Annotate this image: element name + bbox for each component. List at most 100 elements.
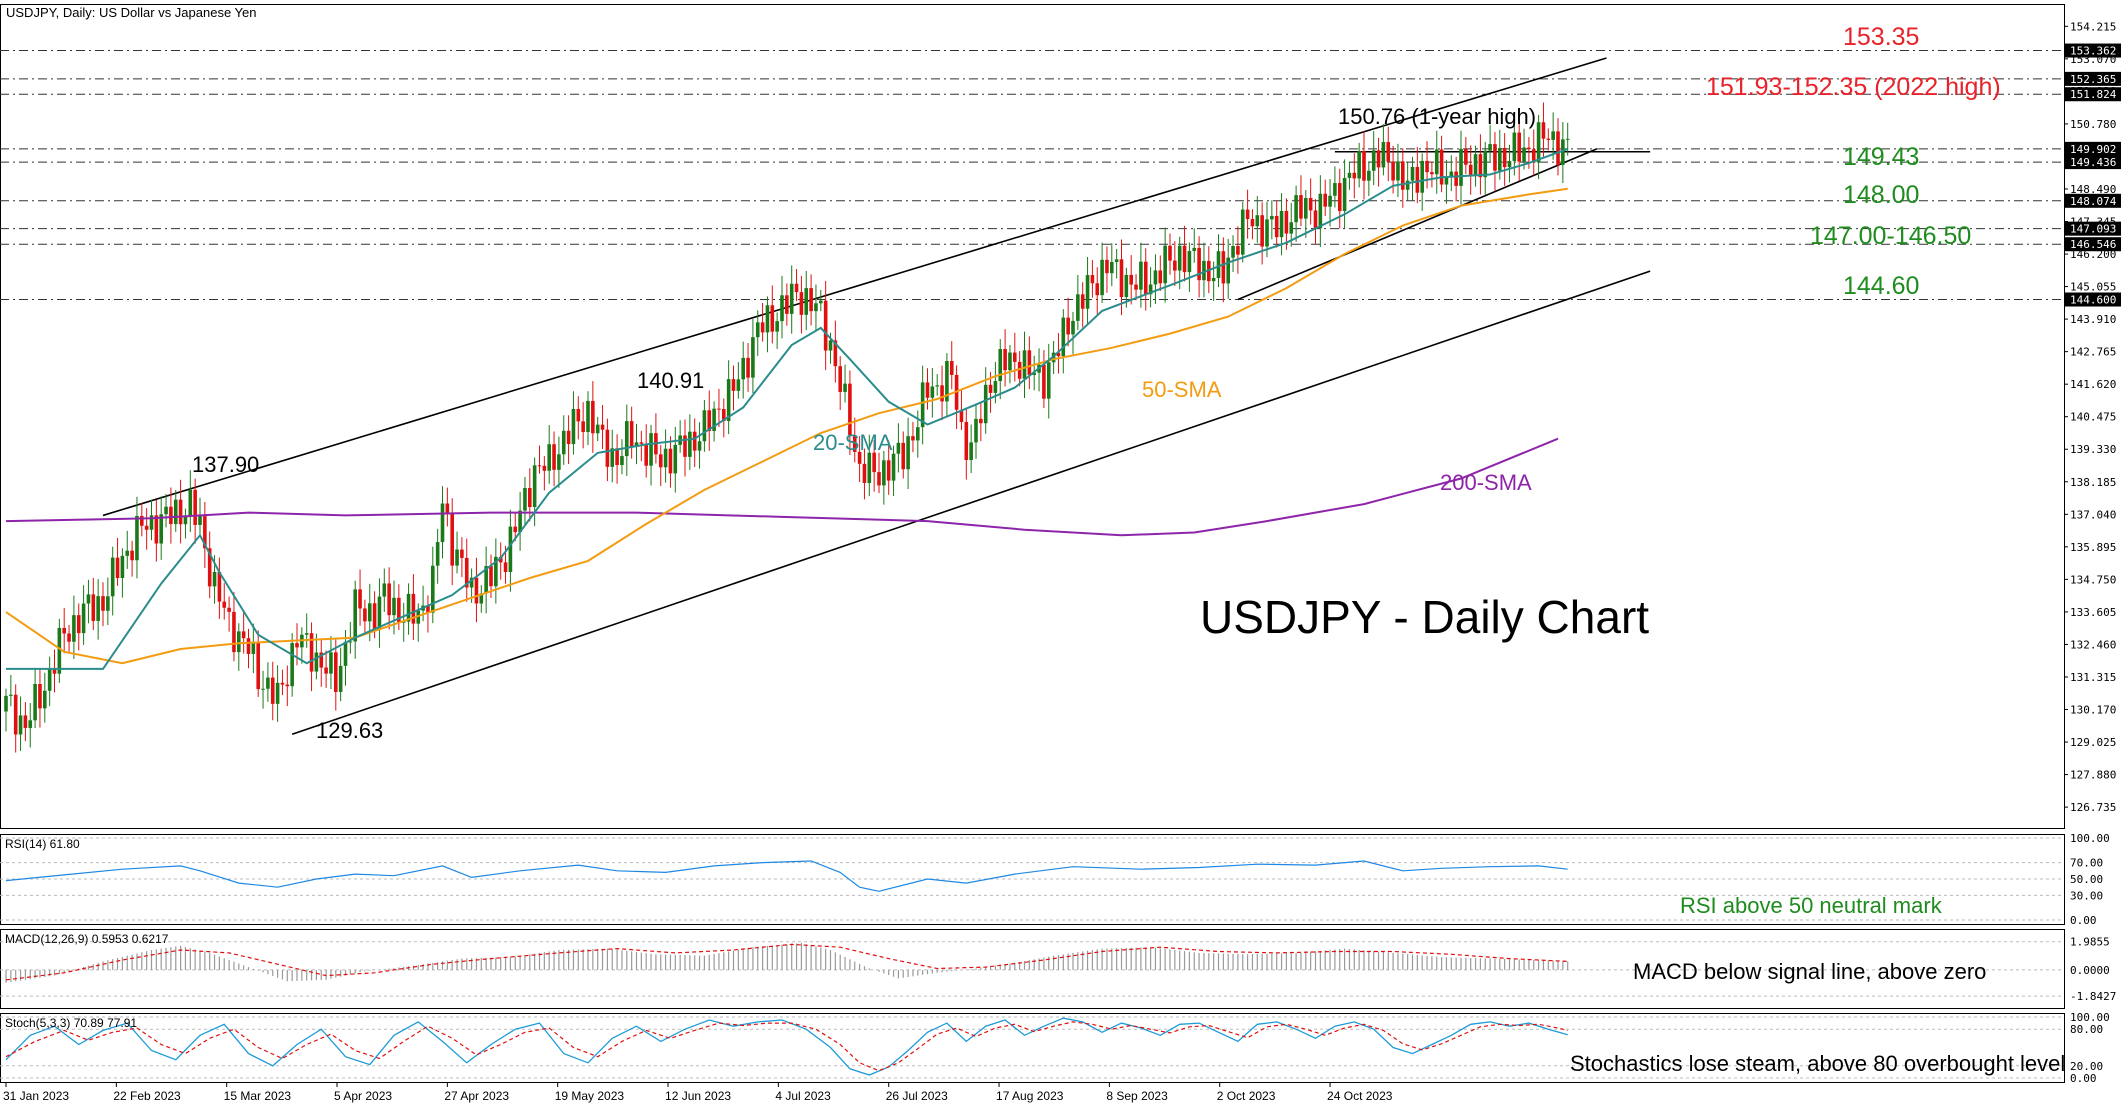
candle-body (353, 589, 357, 642)
horizontal-levels (0, 50, 2064, 301)
sma20-line (6, 147, 1569, 670)
candle-body (1226, 257, 1230, 284)
candle-body (964, 422, 969, 460)
candle-body (896, 442, 901, 454)
candle-body (809, 288, 813, 312)
candle-body (1221, 251, 1226, 284)
price-tick-label: 140.475 (2070, 411, 2116, 424)
candle-body (566, 430, 571, 445)
candle-body (464, 557, 469, 588)
annotation-140-91: 140.91 (637, 368, 704, 393)
candle-body (508, 526, 513, 572)
candle-body (1182, 245, 1187, 273)
candle-body (537, 465, 542, 467)
candle-body (1376, 150, 1381, 168)
candle-body (911, 436, 915, 441)
candle-body (169, 506, 173, 525)
candle-body (1430, 172, 1434, 175)
panel-frame-2 (0, 929, 2065, 1009)
candle-body (144, 525, 149, 530)
candle-body (794, 283, 799, 293)
candle-body (120, 555, 125, 579)
candle-body (935, 385, 939, 387)
level-tag-box (2065, 292, 2121, 307)
candle-body (1100, 259, 1104, 296)
rsi-label: RSI(14) 61.80 (5, 837, 80, 851)
level-label-144-60: 144.60 (1843, 272, 1919, 300)
candle-body (1017, 361, 1022, 379)
candle-body (450, 513, 454, 566)
candle-body (576, 408, 581, 422)
candle-body (1347, 172, 1352, 178)
level-label-149-43: 149.43 (1843, 143, 1919, 171)
candle-body (1541, 122, 1546, 139)
candle-body (542, 465, 547, 471)
level-tag-box (2065, 87, 2121, 102)
candle-body (581, 421, 585, 433)
candle-body (1046, 362, 1051, 399)
annotation-137-90: 137.90 (192, 452, 259, 477)
candle-body (1008, 352, 1012, 371)
date-tick-label: 19 May 2023 (555, 1089, 625, 1103)
candle-body (222, 601, 227, 608)
candle-body (528, 487, 532, 508)
candle-body (983, 384, 988, 424)
candle-body (474, 577, 479, 604)
candle-body (469, 577, 474, 588)
candle-body (1022, 350, 1027, 379)
stoch-tick-label: 80.00 (2070, 1023, 2103, 1036)
candle-body (1313, 210, 1318, 229)
price-tick-label: 141.620 (2070, 378, 2116, 391)
level-tag-box (2065, 237, 2121, 252)
candle-body (1231, 246, 1235, 258)
candle-body (324, 667, 328, 674)
candle-body (193, 489, 197, 525)
stoch-tick-label: 20.00 (2070, 1060, 2103, 1073)
candle-body (1551, 131, 1555, 140)
candle-body (649, 433, 653, 466)
candle-body (1042, 364, 1046, 399)
stoch-k-line (5, 1017, 1568, 1076)
candle-body (115, 557, 120, 579)
candle-body (460, 549, 464, 558)
candle-body (1396, 161, 1400, 181)
candle-body (106, 596, 110, 611)
candle-body (930, 386, 935, 398)
candle-body (1270, 215, 1274, 220)
candle-body (979, 418, 983, 424)
candle-body (1114, 259, 1119, 263)
candle-body (571, 408, 576, 445)
candle-body (993, 381, 998, 393)
candle-body (547, 444, 551, 471)
macd-tick-label: 0.0000 (2070, 964, 2110, 977)
candle-body (518, 510, 522, 533)
candle-body (697, 441, 702, 451)
candle-body (988, 384, 993, 393)
candle-body (731, 379, 736, 391)
candle-body (1333, 183, 1337, 196)
level-tag-box (2065, 71, 2121, 86)
candle-body (819, 300, 823, 304)
candle-body (280, 682, 285, 685)
candle-body (1308, 198, 1313, 211)
candle-body (1546, 138, 1551, 140)
candle-body (314, 652, 319, 672)
level-tag-box (2065, 221, 2121, 236)
candle-body (72, 615, 76, 642)
candle-body (644, 443, 648, 466)
candle-body (1274, 215, 1279, 238)
candle-body (1517, 132, 1521, 162)
candle-body (1531, 149, 1536, 163)
chart-header: USDJPY, Daily: US Dollar vs Japanese Yen (6, 5, 257, 20)
level-label-2022-high: 151.93-152.35 (2022 high) (1706, 73, 2001, 101)
candle-body (110, 557, 115, 597)
candle-body (595, 424, 600, 434)
candle-body (1187, 250, 1192, 273)
price-tick-label: 150.780 (2070, 118, 2116, 131)
date-tick-label: 2 Oct 2023 (1217, 1089, 1276, 1103)
candle-body (1507, 161, 1512, 168)
candle-body (81, 603, 86, 634)
price-tick-label: 133.605 (2070, 606, 2116, 619)
candle-body (1381, 142, 1386, 168)
